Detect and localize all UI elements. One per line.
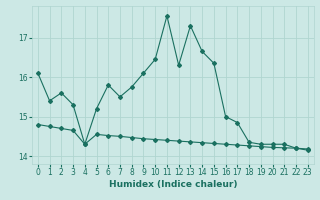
X-axis label: Humidex (Indice chaleur): Humidex (Indice chaleur)	[108, 180, 237, 189]
